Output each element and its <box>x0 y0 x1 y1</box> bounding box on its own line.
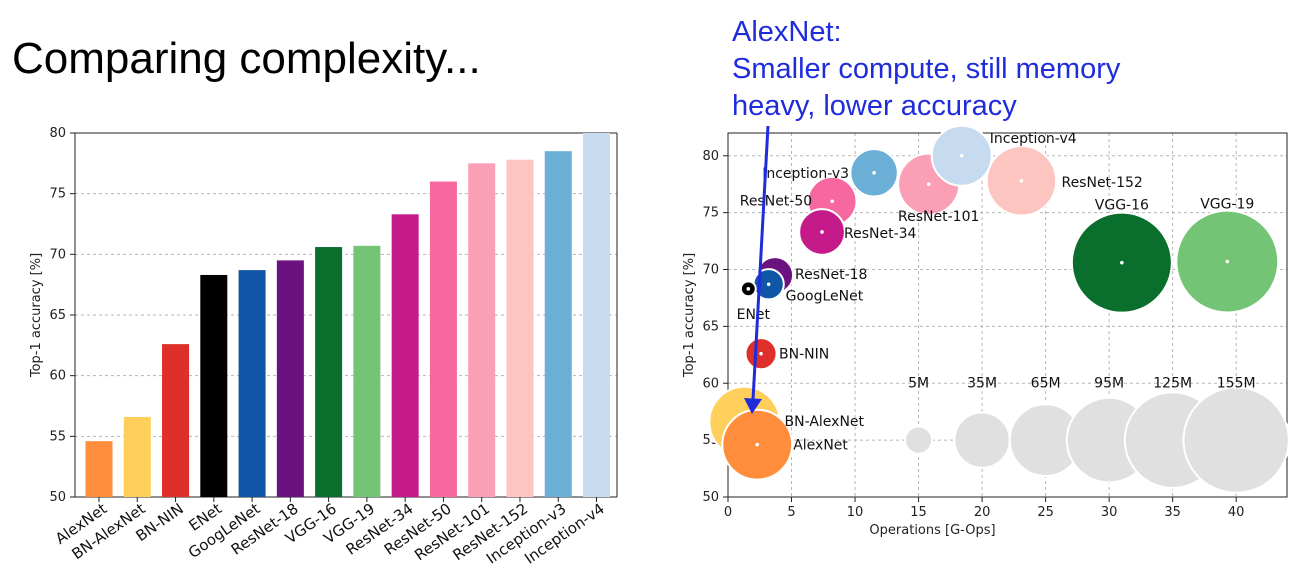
bubble-center-dot <box>755 442 760 447</box>
bar <box>123 416 151 497</box>
bubble-center-dot <box>830 199 834 204</box>
x-axis-label: Operations [G-Ops] <box>869 523 995 538</box>
y-tick-label: 60 <box>702 376 719 391</box>
y-tick-label: 75 <box>702 206 719 221</box>
size-legend-bubble <box>1182 386 1290 494</box>
annotation-line: Smaller compute, still memory <box>732 53 1121 85</box>
bubble-label: AlexNet <box>793 438 848 454</box>
size-legend-bubble <box>904 425 934 455</box>
size-legend-label: 155M <box>1217 375 1256 391</box>
size-legend-bubble <box>953 411 1011 469</box>
y-tick-label: 55 <box>49 429 66 444</box>
annotation-arrow <box>744 125 770 414</box>
bubble-label: BN-NIN <box>779 347 829 363</box>
x-tick-label: 30 <box>1101 505 1118 520</box>
y-tick-label: 60 <box>49 369 66 384</box>
bar <box>468 163 496 498</box>
bubble-label: ResNet-34 <box>844 226 917 242</box>
bubble-label: ResNet-152 <box>1061 175 1142 191</box>
bubble-center-dot <box>766 282 771 287</box>
bar <box>238 270 266 497</box>
bubble-label: BN-AlexNet <box>785 414 865 430</box>
size-legend-label: 65M <box>1031 375 1061 391</box>
bar <box>85 441 113 497</box>
y-tick-label: 70 <box>702 263 719 278</box>
bubble-label: Inception-v3 <box>762 166 849 182</box>
bubble-center-dot <box>959 153 964 158</box>
arrow-shaft <box>751 125 770 401</box>
y-tick-label: 50 <box>702 490 719 505</box>
arrow-head <box>744 398 762 414</box>
annotation-line: AlexNet: <box>732 16 842 48</box>
annotation-line: heavy, lower accuracy <box>732 90 1017 122</box>
size-legend-label: 35M <box>967 375 997 391</box>
axis-frame <box>727 132 1288 498</box>
bubble-label: ResNet-18 <box>795 267 867 283</box>
bar <box>506 159 534 497</box>
x-tick-label: 40 <box>1228 505 1245 520</box>
x-tick-label: 20 <box>974 505 991 520</box>
size-legend-label: 125M <box>1153 375 1192 391</box>
bubble-center-dot <box>1225 259 1230 264</box>
bubble-center-dot <box>759 351 763 356</box>
x-tick-label: 10 <box>847 505 864 520</box>
y-tick-label: 65 <box>49 308 66 323</box>
y-tick-label: 65 <box>702 319 719 334</box>
x-tick-label: 0 <box>724 505 732 520</box>
bubble-label: ResNet-50 <box>740 193 812 209</box>
bubble-label: ENet <box>737 307 771 323</box>
bubble-center-dot <box>1019 178 1024 183</box>
bubble-label: Inception-v4 <box>990 131 1077 147</box>
y-tick-label: 70 <box>49 247 66 262</box>
y-axis-label: Top-1 accuracy [%] <box>682 253 697 378</box>
bubble-label: VGG-16 <box>1095 198 1149 214</box>
bubble-label: VGG-19 <box>1200 197 1254 213</box>
x-tick-label: 15 <box>910 505 927 520</box>
bubble-center-dot <box>1120 260 1124 265</box>
bubble-label: ResNet-101 <box>898 209 979 225</box>
x-tick-label: 35 <box>1164 505 1181 520</box>
bar <box>429 181 457 498</box>
bar <box>276 260 304 497</box>
bar <box>583 133 611 497</box>
bubble-label: GoogLeNet <box>786 288 864 304</box>
bubble-center-dot <box>872 171 876 175</box>
bar <box>391 214 419 497</box>
x-tick-label: 25 <box>1037 505 1054 520</box>
y-axis-label: Top-1 accuracy [%] <box>29 253 44 378</box>
bubble-center-dot <box>820 230 824 234</box>
bar-chart: 50556065707580AlexNetBN-AlexNetBN-NINENe… <box>29 126 618 568</box>
bar <box>162 344 190 497</box>
y-tick-label: 80 <box>49 126 66 141</box>
bar <box>315 247 343 497</box>
y-tick-label: 75 <box>49 187 66 202</box>
bar <box>200 274 228 497</box>
bar <box>353 245 381 497</box>
size-legend-label: 5M <box>908 375 929 391</box>
bubble-center-dot <box>746 287 751 291</box>
bar <box>544 151 572 497</box>
size-legend-label: 95M <box>1094 375 1124 391</box>
y-tick-label: 80 <box>702 149 719 164</box>
x-tick-label: 5 <box>787 505 795 520</box>
bubble-center-dot <box>926 182 931 186</box>
slide-title: Comparing complexity... <box>12 34 481 83</box>
y-tick-label: 50 <box>49 490 66 505</box>
annotation-text: AlexNet: Smaller compute, still memory h… <box>732 14 1120 125</box>
